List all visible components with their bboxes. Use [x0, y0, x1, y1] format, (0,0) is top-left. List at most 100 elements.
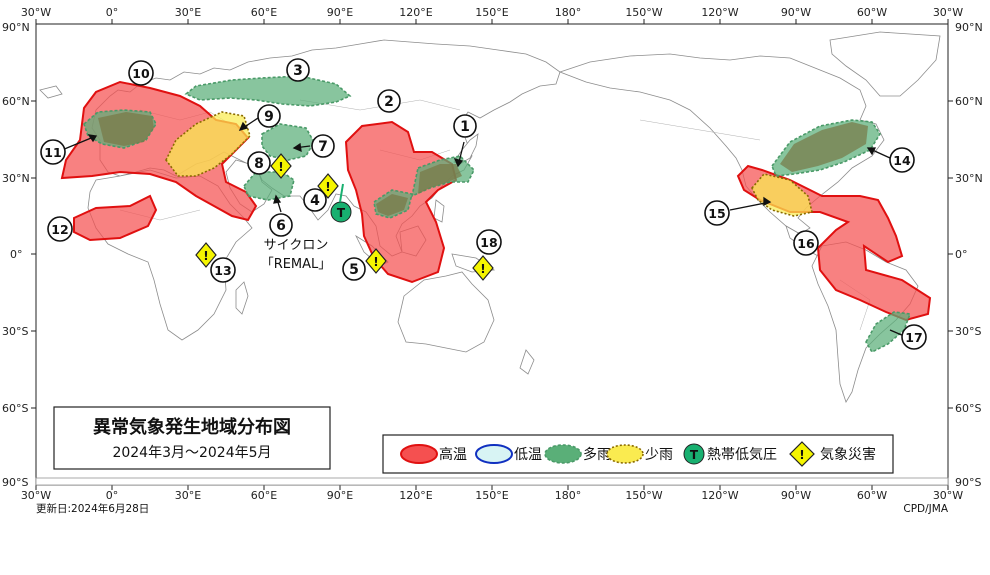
region-label-3: 3 — [286, 58, 310, 82]
region-label-5: 5 — [342, 257, 366, 281]
lon-label: 60°E — [251, 6, 277, 19]
svg-text:T: T — [690, 448, 699, 462]
region-label-16: 16 — [793, 230, 819, 256]
legend-disaster: ! 気象災害 — [789, 441, 876, 467]
lon-label: 30°W — [933, 489, 963, 502]
legend-tropical: T 熱帯低気圧 — [683, 443, 777, 465]
svg-text:7: 7 — [318, 139, 328, 155]
wet-region-17 — [865, 311, 912, 354]
region-label-14: 14 — [889, 147, 915, 173]
svg-text:15: 15 — [708, 206, 725, 221]
updated-date: 更新日:2024年6月28日 — [36, 502, 149, 515]
disaster-markers: ! ! ! ! ! — [195, 153, 494, 281]
region-label-18: 18 — [476, 229, 502, 255]
philippines-landmass — [433, 199, 445, 223]
lon-labels-top: 30°W 0° 30°E 60°E 90°E 120°E 150°E 180° … — [21, 6, 963, 19]
svg-text:!: ! — [203, 249, 208, 263]
lon-label: 30°E — [175, 489, 201, 502]
lon-label: 150°E — [475, 489, 508, 502]
lat-label: 60°S — [955, 402, 981, 415]
legend: 高温 低温 多雨 少雨 T 熱帯低気圧 ! 気象災害 — [382, 434, 894, 474]
lon-label: 150°W — [625, 489, 662, 502]
region-label-2: 2 — [377, 89, 401, 113]
hot-region-west-africa — [73, 194, 158, 242]
wet-region-3 — [184, 75, 352, 107]
lat-labels-right: 90°N 60°N 30°N 0° 30°S 60°S 90°S — [955, 21, 983, 489]
svg-text:1: 1 — [460, 119, 470, 135]
lon-label: 120°E — [399, 6, 432, 19]
australia-landmass — [397, 271, 495, 353]
lon-label: 30°E — [175, 6, 201, 19]
lon-label: 150°W — [625, 6, 662, 19]
svg-text:8: 8 — [254, 156, 264, 172]
wet-region-6 — [243, 171, 295, 201]
region-label-13: 13 — [210, 257, 236, 283]
disaster-marker-18: ! — [472, 255, 494, 281]
disaster-marker-13: ! — [195, 242, 217, 268]
lon-label: 150°E — [475, 6, 508, 19]
legend-hot: 高温 — [400, 444, 467, 464]
lat-label: 30°S — [2, 325, 28, 338]
svg-text:!: ! — [480, 262, 485, 276]
map-title: 異常気象発生地域分布図 — [93, 416, 291, 438]
region-label-11: 11 — [40, 139, 66, 165]
region-label-10: 10 — [128, 60, 154, 86]
legend-dry: 少雨 — [606, 444, 673, 464]
svg-text:5: 5 — [349, 262, 359, 278]
legend-cold: 低温 — [475, 444, 542, 464]
lon-label: 180° — [555, 489, 582, 502]
lon-label: 30°W — [21, 6, 51, 19]
svg-text:!: ! — [325, 180, 330, 194]
region-label-15: 15 — [704, 200, 730, 226]
lat-label: 90°S — [955, 476, 981, 489]
svg-text:4: 4 — [310, 193, 320, 209]
lon-label: 0° — [106, 6, 119, 19]
region-label-17: 17 — [901, 324, 927, 350]
lon-label: 120°W — [701, 6, 738, 19]
cyclone-note-line2: 「REMAL」 — [261, 257, 332, 272]
svg-text:!: ! — [278, 160, 283, 174]
lon-label: 0° — [106, 489, 119, 502]
lat-label: 0° — [955, 248, 968, 261]
svg-text:!: ! — [799, 448, 804, 462]
lat-label: 60°N — [2, 95, 30, 108]
svg-text:12: 12 — [51, 222, 68, 237]
title-box: 異常気象発生地域分布図 2024年3月～2024年5月 — [53, 406, 331, 470]
greenland-landmass — [829, 31, 941, 97]
lon-label: 90°E — [327, 6, 353, 19]
newzealand-landmass — [519, 349, 535, 375]
svg-text:14: 14 — [893, 153, 911, 168]
lon-label: 120°E — [399, 489, 432, 502]
lon-label: 90°W — [781, 489, 811, 502]
lat-label: 30°N — [955, 172, 983, 185]
disaster-marker-5: ! — [365, 248, 387, 274]
svg-text:3: 3 — [293, 63, 303, 79]
map-period: 2024年3月～2024年5月 — [112, 445, 271, 461]
svg-text:多雨: 多雨 — [583, 446, 611, 463]
region-label-12: 12 — [47, 216, 73, 242]
region-label-1: 1 — [453, 114, 477, 138]
tropical-cyclone-marker: T — [330, 201, 352, 223]
lon-label: 60°E — [251, 489, 277, 502]
region-label-9: 9 — [257, 104, 281, 128]
dry-region-9 — [165, 111, 251, 177]
disaster-marker-8: ! — [270, 153, 292, 179]
lon-label: 90°E — [327, 489, 353, 502]
svg-text:13: 13 — [214, 263, 231, 278]
lon-label: 120°W — [701, 489, 738, 502]
lon-labels-bottom: 30°W 0° 30°E 60°E 90°E 120°E 150°E 180° … — [21, 489, 963, 502]
lat-label: 30°N — [2, 172, 30, 185]
frame-ticks — [31, 19, 953, 490]
region-label-4: 4 — [303, 188, 327, 212]
overlap-regions — [98, 112, 868, 216]
svg-text:10: 10 — [132, 66, 150, 81]
svg-text:16: 16 — [797, 236, 815, 251]
antarctica-landmass — [35, 477, 949, 486]
cyclone-track — [339, 183, 344, 203]
credit: CPD/JMA — [903, 503, 948, 515]
svg-text:高温: 高温 — [439, 446, 467, 463]
svg-text:熱帯低気圧: 熱帯低気圧 — [707, 447, 777, 463]
region-label-6: 6 — [269, 213, 293, 237]
svg-text:9: 9 — [264, 109, 274, 125]
lon-label: 30°W — [933, 6, 963, 19]
